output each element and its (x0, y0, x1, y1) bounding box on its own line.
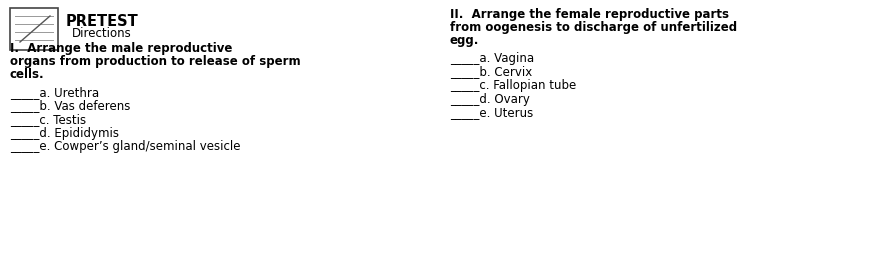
Text: egg.: egg. (450, 34, 479, 47)
Text: _____e. Uterus: _____e. Uterus (450, 106, 533, 119)
Text: organs from production to release of sperm: organs from production to release of spe… (10, 55, 300, 68)
Text: _____e. Cowper’s gland/seminal vesicle: _____e. Cowper’s gland/seminal vesicle (10, 140, 241, 153)
Text: _____b. Cervix: _____b. Cervix (450, 65, 533, 78)
Text: _____a. Vagina: _____a. Vagina (450, 52, 534, 65)
Text: PRETEST: PRETEST (66, 14, 139, 29)
Text: _____b. Vas deferens: _____b. Vas deferens (10, 99, 131, 113)
Text: _____d. Ovary: _____d. Ovary (450, 92, 530, 105)
Text: I.  Arrange the male reproductive: I. Arrange the male reproductive (10, 42, 232, 55)
Text: from oogenesis to discharge of unfertilized: from oogenesis to discharge of unfertili… (450, 21, 737, 34)
Text: _____d. Epididymis: _____d. Epididymis (10, 126, 119, 139)
Text: Directions: Directions (72, 27, 132, 40)
Text: II.  Arrange the female reproductive parts: II. Arrange the female reproductive part… (450, 8, 729, 21)
Text: _____a. Urethra: _____a. Urethra (10, 86, 100, 99)
Text: _____c. Testis: _____c. Testis (10, 113, 86, 126)
Bar (10, 8, 58, 50)
Text: cells.: cells. (10, 68, 44, 81)
Text: _____c. Fallopian tube: _____c. Fallopian tube (450, 79, 576, 92)
